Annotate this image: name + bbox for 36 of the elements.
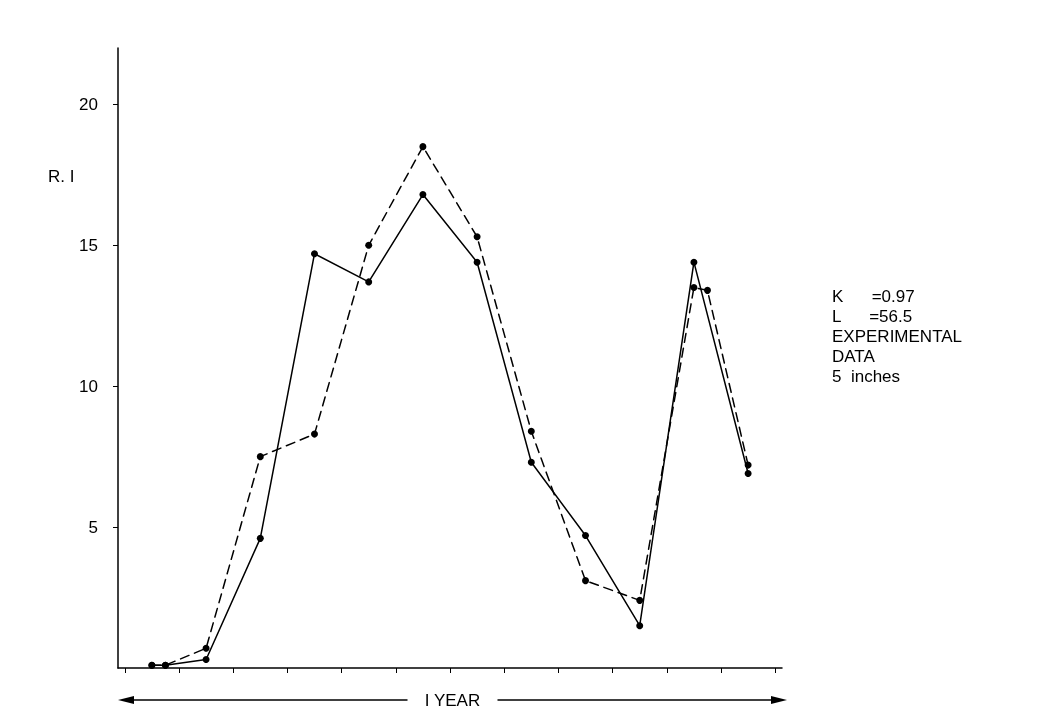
text: EXPERIMENTAL <box>832 327 963 346</box>
point <box>419 143 427 151</box>
point <box>744 470 752 478</box>
y-tick-label: 10 <box>79 376 98 396</box>
point <box>419 191 427 199</box>
point <box>365 241 373 249</box>
point <box>703 286 711 294</box>
text: K =0.97 <box>832 287 915 306</box>
point <box>256 453 264 461</box>
point <box>202 644 210 652</box>
point <box>473 258 481 266</box>
y-tick-label: 5 <box>88 517 98 537</box>
point <box>527 427 535 435</box>
y-tick-label: 20 <box>79 94 98 114</box>
text: 5 inches <box>832 367 901 386</box>
text: L =56.5 <box>832 307 913 326</box>
point <box>311 250 318 258</box>
point <box>690 258 698 266</box>
point <box>473 233 481 241</box>
text: DATA <box>832 347 876 366</box>
y-axis-title: R. I <box>48 167 75 186</box>
point <box>365 278 373 286</box>
point <box>636 596 644 604</box>
point <box>311 430 318 438</box>
y-tick-label: 15 <box>79 235 98 255</box>
point <box>744 461 752 469</box>
point <box>690 284 698 292</box>
point <box>161 661 169 669</box>
point <box>148 661 156 669</box>
point <box>527 458 535 466</box>
point <box>202 656 210 664</box>
point <box>636 622 644 630</box>
x-axis-title: I YEAR <box>424 690 481 710</box>
point <box>582 532 590 540</box>
point <box>582 577 590 585</box>
point <box>256 534 264 542</box>
